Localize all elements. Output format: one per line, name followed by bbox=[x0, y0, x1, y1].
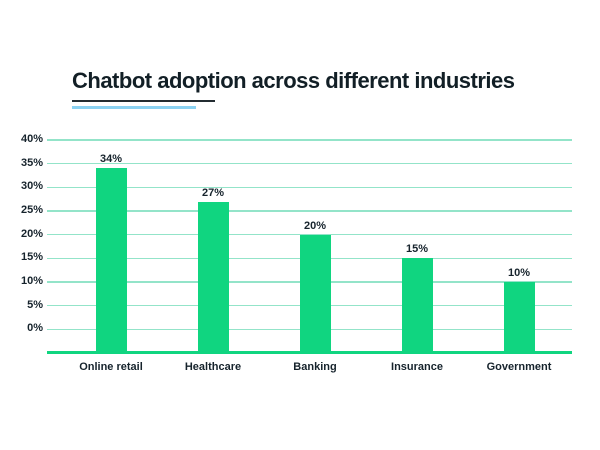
value-label: 27% bbox=[201, 186, 225, 199]
value-label: 10% bbox=[507, 267, 531, 279]
y-tick-label: 20% bbox=[20, 227, 43, 240]
bar-government bbox=[503, 282, 535, 353]
y-tick-label: 15% bbox=[20, 251, 43, 264]
category-label: Insurance bbox=[391, 361, 443, 373]
category-label: Government bbox=[486, 361, 552, 373]
category-label: Banking bbox=[293, 361, 337, 373]
bar-banking bbox=[299, 234, 331, 353]
bar-insurance bbox=[401, 258, 433, 353]
value-label: 15% bbox=[405, 243, 429, 256]
bar-online-retail bbox=[95, 168, 127, 353]
chart-title: Chatbot adoption across different indust… bbox=[72, 68, 515, 93]
y-tick-label: 25% bbox=[20, 204, 43, 216]
y-tick-label: 0% bbox=[27, 322, 43, 335]
value-label: 20% bbox=[303, 219, 327, 232]
y-tick-label: 35% bbox=[20, 156, 43, 169]
gridline-40% bbox=[47, 139, 572, 141]
title-underline-blue bbox=[72, 106, 196, 109]
gridline-35% bbox=[47, 162, 572, 165]
value-label: 34% bbox=[99, 153, 123, 166]
title-underline-dark bbox=[72, 100, 215, 102]
y-tick-label: 30% bbox=[20, 180, 43, 193]
x-axis-baseline bbox=[47, 351, 572, 354]
bar-healthcare bbox=[197, 201, 229, 353]
gridline-25% bbox=[47, 210, 572, 212]
category-label: Online retail bbox=[79, 361, 143, 373]
y-tick-label: 40% bbox=[20, 133, 43, 145]
y-tick-label: 5% bbox=[27, 298, 43, 311]
plot-area: 34% Online retail 27% Healthcare 20% Banking 1… bbox=[47, 139, 572, 373]
gridline-20% bbox=[47, 233, 572, 236]
gridline-30% bbox=[47, 186, 572, 189]
category-label: Healthcare bbox=[184, 361, 242, 373]
y-tick-label: 10% bbox=[20, 275, 43, 287]
bar-chart: 40% 35% 30% 25% 20% 15% 10% 5% 0% 34% Online reta… bbox=[0, 133, 600, 385]
